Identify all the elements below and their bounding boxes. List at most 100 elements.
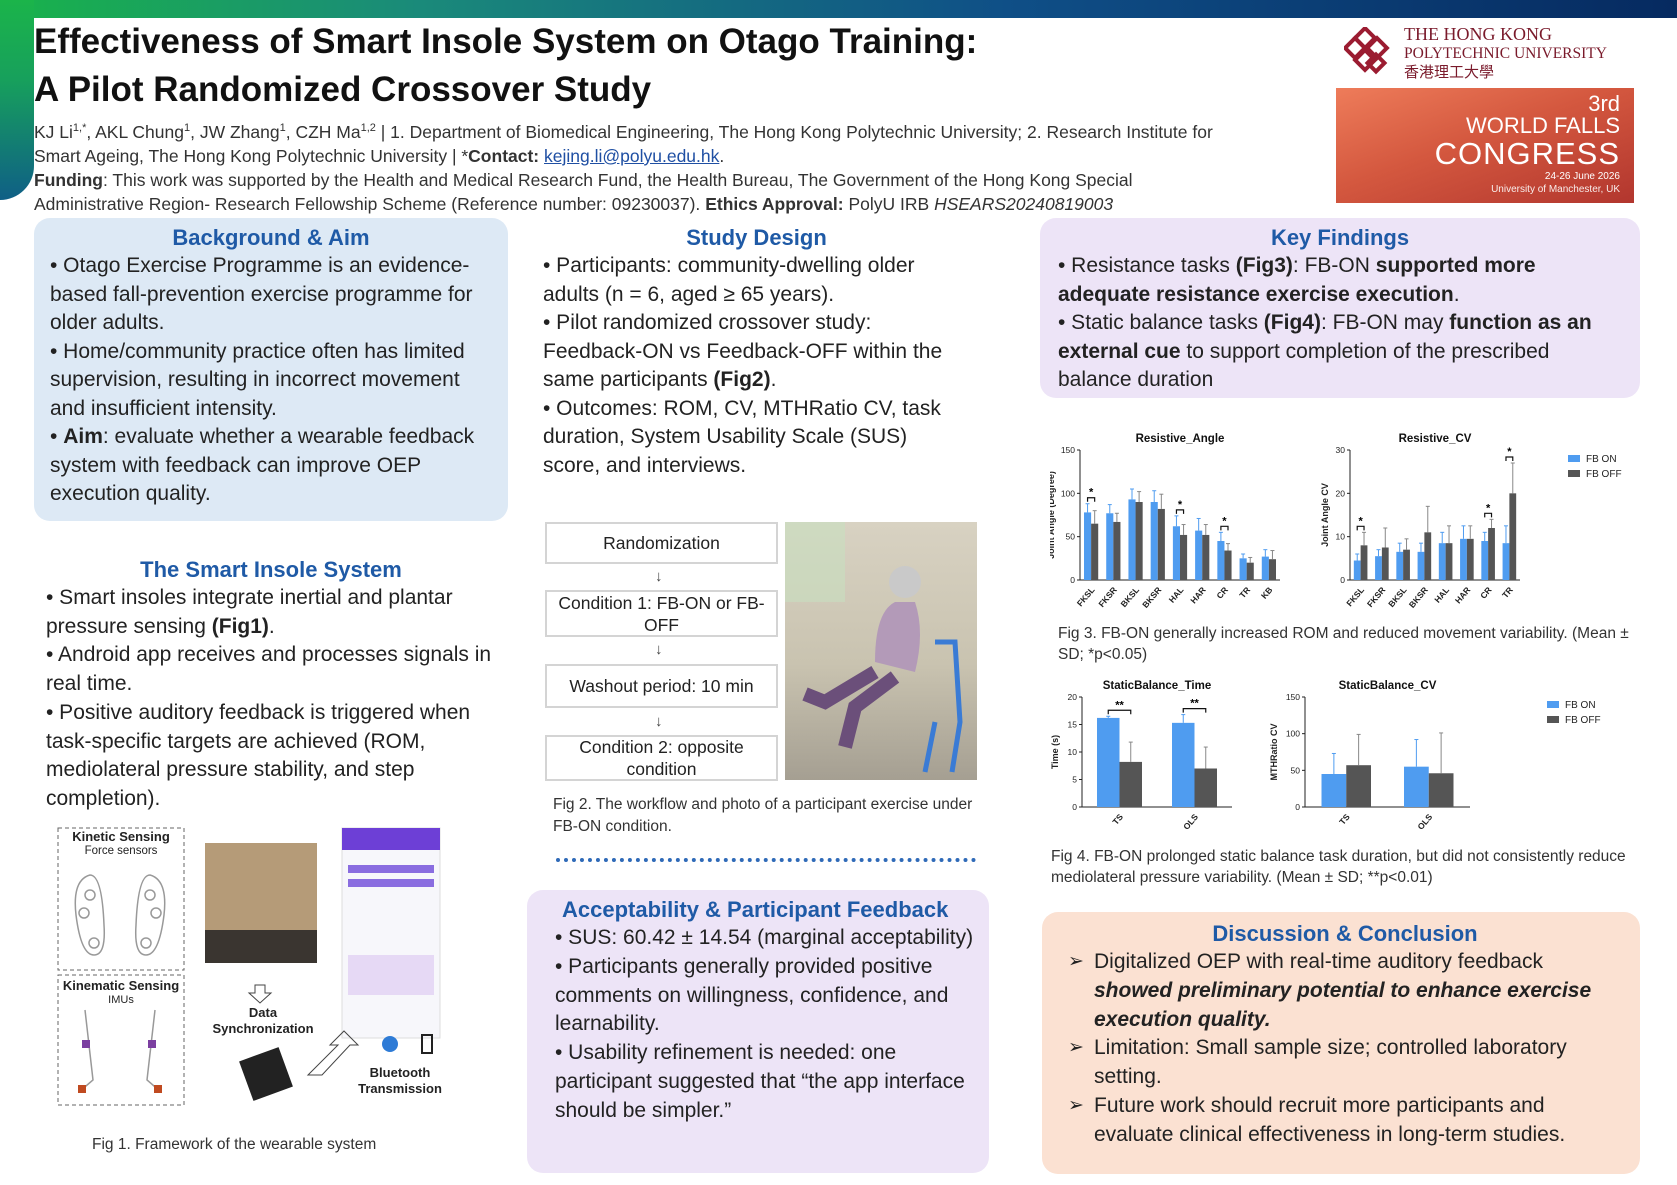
- imu-sensor-icon: [148, 1040, 156, 1048]
- x-tick-label: TR: [1237, 585, 1252, 600]
- poster-title-line2: A Pilot Randomized Crossover Study: [34, 70, 652, 109]
- wfc-edition: 3rd: [1588, 91, 1620, 116]
- top-color-band: [0, 0, 1677, 18]
- flow-condition-2: Condition 2: opposite condition: [545, 735, 778, 781]
- flow-arrow-icon: ↓: [655, 713, 663, 730]
- chip-icon: [239, 1047, 293, 1101]
- imu-sensor-icon: [154, 1085, 162, 1093]
- affiliation-line: Smart Ageing, The Hong Kong Polytechnic …: [34, 145, 725, 166]
- funding-text: : This work was supported by the Health …: [103, 169, 1133, 190]
- discussion-item-2: Limitation: Small sample size; controlle…: [1068, 1034, 1622, 1092]
- significance-bracket: [1484, 512, 1493, 518]
- participant-legs: [802, 665, 900, 749]
- poster-title-line1: Effectiveness of Smart Insole System on …: [34, 22, 978, 61]
- discussion-item-1-text: Digitalized OEP with real-time auditory …: [1094, 950, 1543, 973]
- discussion-title: Discussion & Conclusion: [1212, 921, 1478, 946]
- data-sync-label: Data Synchronization: [212, 1005, 314, 1036]
- x-tick-label: FKSL: [1344, 585, 1366, 608]
- discussion-panel: Discussion & Conclusion Digitalized OEP …: [1042, 912, 1640, 1174]
- bluetooth-label: Bluetooth Transmission: [358, 1065, 442, 1096]
- y-tick-label: 20: [1068, 692, 1078, 702]
- logo-block: THE HONG KONG POLYTECHNIC UNIVERSITY 香港理…: [1336, 18, 1634, 203]
- bar-fb-off: [1403, 549, 1410, 580]
- significance-bracket: [1182, 708, 1207, 713]
- y-axis-label: Time (s): [1050, 735, 1060, 769]
- fig3-ref: (Fig3): [1235, 254, 1293, 277]
- flow-arrow-icon: ↓: [655, 641, 663, 658]
- significance-star: *: [1089, 487, 1094, 499]
- bar-fb-on: [1128, 499, 1136, 580]
- smart-insole-bullet-1-text: • Smart insoles integrate inertial and p…: [46, 586, 453, 638]
- blue-chair: [922, 639, 963, 773]
- fig3-caption: Fig 3. FB-ON generally increased ROM and…: [1058, 625, 1629, 663]
- y-tick-label: 100: [1061, 488, 1075, 498]
- x-tick-label: HAL: [1432, 585, 1451, 605]
- significance-star: *: [1358, 515, 1363, 527]
- aim-text: : evaluate whether a wearable feedback s…: [50, 425, 475, 505]
- background-plant: [785, 522, 845, 602]
- y-tick-label: 15: [1068, 720, 1078, 730]
- flow-arrow-icon: ↓: [655, 568, 663, 585]
- bar-fb-on: [1375, 556, 1382, 580]
- fig4-charts: StaticBalance_Time 0 5 10 15 20 Time (s) TS OLS *…: [1050, 680, 1601, 832]
- kf2-mid: : FB-ON may: [1320, 311, 1450, 334]
- x-tick-label: TR: [1500, 585, 1515, 600]
- study-design-panel: Study Design • Participants: community-d…: [527, 218, 987, 488]
- down-arrow-icon: [247, 984, 273, 1004]
- x-tick-label: FKSR: [1365, 585, 1388, 609]
- section-divider: [556, 858, 976, 862]
- contact-email-link[interactable]: kejing.li@polyu.edu.hk: [544, 145, 720, 166]
- app-header-bar: [342, 828, 440, 850]
- funding-line-2: Administrative Region- Research Fellowsh…: [34, 192, 1334, 216]
- polyu-logo: THE HONG KONG POLYTECHNIC UNIVERSITY 香港理…: [1336, 18, 1634, 88]
- y-tick-label: 0: [1072, 802, 1077, 812]
- affiliation-text: Smart Ageing, The Hong Kong Polytechnic …: [34, 145, 469, 166]
- y-tick-label: 150: [1061, 445, 1075, 455]
- funding-label: Funding: [34, 169, 104, 190]
- x-tick-label: CR: [1214, 585, 1230, 601]
- discussion-list: Digitalized OEP with real-time auditory …: [1068, 948, 1622, 1150]
- app-chart-area: [348, 955, 434, 995]
- polyu-seal-icon: [1344, 27, 1390, 75]
- bar-fb-off: [1224, 550, 1232, 580]
- chart-title: StaticBalance_CV: [1339, 680, 1437, 692]
- legend-swatch: [1568, 455, 1580, 462]
- funding-text-2: Administrative Region- Research Fellowsh…: [34, 193, 701, 214]
- discussion-item-1-bold: showed preliminary potential to enhance …: [1094, 978, 1592, 1031]
- bar-fb-on: [1172, 526, 1180, 580]
- significance-bracket: [1356, 525, 1365, 531]
- y-tick-label: 150: [1286, 692, 1300, 702]
- bar-fb-off: [1346, 765, 1371, 807]
- y-axis-label: Joint Angle CV: [1320, 483, 1330, 547]
- bar-fb-off: [1488, 528, 1495, 580]
- significance-star: **: [1115, 699, 1124, 711]
- bar-fb-off: [1119, 761, 1142, 807]
- bar-fb-on: [1460, 538, 1467, 580]
- fig1-svg: [57, 827, 441, 1106]
- acceptability-text: • SUS: 60.42 ± 14.54 (marginal acceptabi…: [555, 924, 975, 1126]
- kf1-end: .: [1453, 282, 1460, 306]
- bar-fb-off: [1202, 534, 1210, 580]
- background-bullet-1: • Otago Exercise Programme is an evidenc…: [50, 254, 473, 334]
- bar-fb-off: [1157, 508, 1165, 580]
- bar-fb-off: [1194, 768, 1217, 807]
- key-findings-title: Key Findings: [1270, 225, 1410, 250]
- legend-swatch: [1568, 470, 1580, 477]
- y-tick-label: 100: [1286, 729, 1300, 739]
- shoe-photo-area: [205, 930, 317, 963]
- kinetic-sensing-label: Kinetic Sensing: [72, 829, 170, 844]
- y-tick-label: 10: [1336, 532, 1346, 542]
- legend-swatch: [1547, 716, 1559, 723]
- study-design-text: • Participants: community-dwelling older…: [543, 252, 970, 480]
- smart-insole-panel: The Smart Insole System • Smart insoles …: [32, 552, 510, 812]
- bar-fb-on: [1438, 543, 1446, 580]
- x-tick-label: OLS: [1181, 812, 1200, 832]
- chart-title: Resistive_Angle: [1136, 433, 1225, 445]
- kf2-end: to support completion of the prescribed …: [1058, 339, 1550, 392]
- bar-fb-off: [1445, 543, 1453, 580]
- polyu-name-chinese: 香港理工大學: [1404, 62, 1495, 81]
- fig1-caption: Fig 1. Framework of the wearable system: [92, 1136, 377, 1153]
- study-design-bullet-2: • Pilot randomized crossover study: Feed…: [543, 311, 943, 391]
- authors-line: KJ Li1,*, AKL Chung1, JW Zhang1, CZH Ma1…: [34, 121, 1213, 142]
- significance-star: *: [1222, 515, 1227, 527]
